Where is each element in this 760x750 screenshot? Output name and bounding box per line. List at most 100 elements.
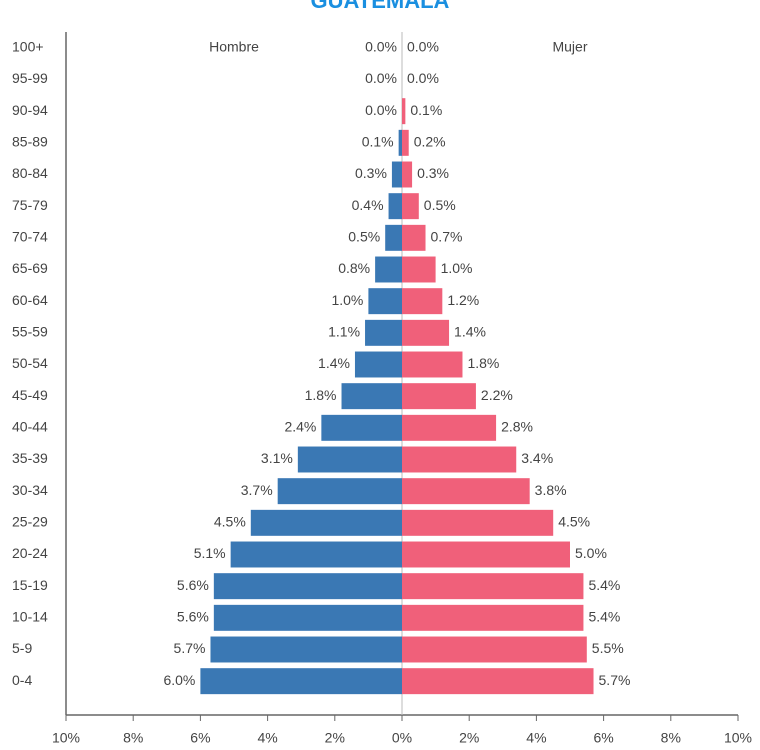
value-label: 0.4% — [352, 197, 384, 213]
x-tick-label: 8% — [123, 730, 143, 746]
value-label: 5.4% — [588, 609, 620, 625]
x-tick-label: 2% — [325, 730, 345, 746]
legend-label: Hombre — [209, 39, 259, 55]
bar — [277, 478, 402, 505]
bar — [402, 414, 497, 441]
bar — [402, 668, 594, 695]
bar — [402, 478, 530, 505]
y-tick-label: 40-44 — [12, 419, 48, 435]
bar — [375, 256, 402, 283]
bar — [388, 193, 402, 220]
y-tick-label: 55-59 — [12, 324, 48, 340]
bar — [402, 351, 463, 378]
bar — [402, 604, 584, 631]
y-tick-label: 100+ — [12, 39, 44, 55]
y-tick-label: 25-29 — [12, 514, 48, 530]
value-label: 4.5% — [214, 514, 246, 530]
x-tick-label: 10% — [52, 730, 80, 746]
y-tick-label: 60-64 — [12, 292, 48, 308]
value-label: 0.3% — [355, 165, 387, 181]
value-label: 0.3% — [417, 165, 449, 181]
y-tick-label: 10-14 — [12, 609, 48, 625]
y-tick-label: 75-79 — [12, 197, 48, 213]
y-tick-label: 15-19 — [12, 577, 48, 593]
x-tick-label: 10% — [724, 730, 752, 746]
value-label: 2.2% — [481, 387, 513, 403]
bar — [230, 541, 402, 568]
x-tick-label: 6% — [190, 730, 210, 746]
value-label: 0.0% — [407, 70, 439, 86]
value-label: 0.7% — [431, 229, 463, 245]
bar — [402, 256, 436, 283]
chart-title: GUATEMALA — [311, 0, 450, 13]
value-label: 1.4% — [454, 324, 486, 340]
bar — [402, 288, 443, 315]
bar — [402, 636, 587, 663]
value-label: 1.0% — [331, 292, 363, 308]
value-label: 1.1% — [328, 324, 360, 340]
y-tick-label: 30-34 — [12, 482, 48, 498]
value-label: 5.6% — [177, 577, 209, 593]
bar — [402, 446, 517, 473]
bar — [402, 509, 554, 536]
value-label: 1.0% — [441, 260, 473, 276]
bar — [341, 383, 402, 410]
y-tick-label: 35-39 — [12, 450, 48, 466]
legend-label: Mujer — [552, 39, 587, 55]
bar — [402, 573, 584, 600]
bar — [402, 98, 406, 125]
value-label: 1.8% — [305, 387, 337, 403]
value-label: 5.0% — [575, 545, 607, 561]
value-label: 0.0% — [365, 70, 397, 86]
value-label: 0.0% — [407, 39, 439, 55]
y-tick-label: 80-84 — [12, 165, 48, 181]
y-tick-label: 70-74 — [12, 229, 48, 245]
y-tick-label: 65-69 — [12, 260, 48, 276]
value-label: 1.4% — [318, 355, 350, 371]
y-tick-label: 5-9 — [12, 640, 32, 656]
value-label: 5.1% — [194, 545, 226, 561]
value-label: 0.5% — [348, 229, 380, 245]
value-label: 0.0% — [365, 39, 397, 55]
y-tick-label: 85-89 — [12, 134, 48, 150]
value-label: 2.8% — [501, 419, 533, 435]
bar — [391, 161, 402, 188]
value-label: 0.8% — [338, 260, 370, 276]
value-label: 3.1% — [261, 450, 293, 466]
value-label: 0.2% — [414, 134, 446, 150]
value-label: 6.0% — [163, 672, 195, 688]
bar — [402, 129, 409, 156]
value-label: 2.4% — [284, 419, 316, 435]
bar — [385, 224, 402, 251]
bar — [368, 288, 402, 315]
value-label: 0.5% — [424, 197, 456, 213]
bar — [297, 446, 402, 473]
x-tick-label: 2% — [459, 730, 479, 746]
bar — [213, 573, 402, 600]
x-tick-label: 8% — [661, 730, 681, 746]
value-label: 5.5% — [592, 640, 624, 656]
x-tick-label: 6% — [593, 730, 613, 746]
value-label: 4.5% — [558, 514, 590, 530]
value-label: 3.8% — [535, 482, 567, 498]
bar — [402, 224, 426, 251]
value-label: 3.4% — [521, 450, 553, 466]
value-label: 5.4% — [588, 577, 620, 593]
bar — [402, 383, 476, 410]
bar — [398, 129, 402, 156]
value-label: 0.1% — [410, 102, 442, 118]
x-tick-label: 4% — [257, 730, 277, 746]
bar — [402, 541, 570, 568]
x-tick-label: 0% — [392, 730, 412, 746]
value-label: 1.2% — [447, 292, 479, 308]
y-tick-label: 90-94 — [12, 102, 48, 118]
y-tick-label: 95-99 — [12, 70, 48, 86]
value-label: 5.7% — [599, 672, 631, 688]
value-label: 1.8% — [467, 355, 499, 371]
y-tick-label: 50-54 — [12, 355, 48, 371]
value-label: 3.7% — [241, 482, 273, 498]
bar — [250, 509, 402, 536]
bar — [321, 414, 402, 441]
bar — [210, 636, 402, 663]
value-label: 0.1% — [362, 134, 394, 150]
